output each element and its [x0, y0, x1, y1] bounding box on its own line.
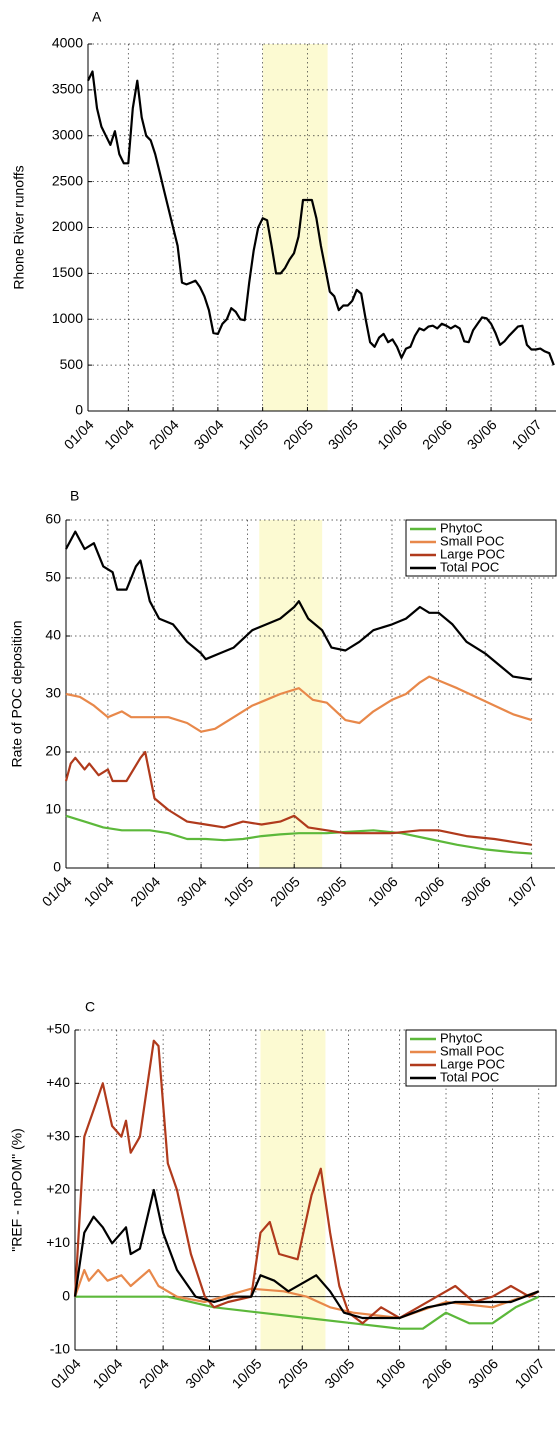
x-tick-label: 30/04 — [191, 416, 227, 452]
x-tick-label: 10/06 — [372, 1355, 408, 1391]
x-tick-label: 20/06 — [411, 873, 447, 909]
y-tick-label: 20 — [45, 743, 61, 759]
y-tick-label: +20 — [46, 1181, 70, 1197]
x-tick-label: 20/05 — [275, 1355, 311, 1391]
data-line — [73, 1039, 540, 1325]
y-tick-label: 3000 — [52, 126, 83, 142]
x-tick-label: 10/05 — [220, 873, 256, 909]
data-line — [65, 814, 532, 855]
y-axis-label: Rhone River runoffs — [11, 165, 27, 289]
y-tick-label: +40 — [46, 1074, 70, 1090]
y-tick-label: 500 — [60, 356, 84, 372]
legend-label: Total POC — [440, 1069, 499, 1084]
y-tick-label: 0 — [62, 1287, 70, 1303]
x-tick-label: 01/04 — [61, 416, 97, 452]
x-tick-label: 30/06 — [465, 1355, 501, 1391]
x-tick-label: 30/04 — [182, 1355, 218, 1391]
panel-label: B — [70, 488, 79, 504]
x-tick-label: 10/04 — [81, 873, 117, 909]
legend-label: PhytoC — [440, 520, 483, 535]
x-tick-label: 30/05 — [313, 873, 349, 909]
legend-label: Small POC — [440, 533, 504, 548]
x-tick-label: 10/04 — [89, 1355, 125, 1391]
x-tick-label: 01/04 — [39, 873, 75, 909]
y-tick-label: 30 — [45, 685, 61, 701]
x-tick-label: 10/05 — [235, 416, 271, 452]
y-axis-label: Rate of POC deposition — [9, 620, 25, 767]
x-tick-label: 20/04 — [136, 1355, 172, 1391]
y-tick-label: 2000 — [52, 218, 83, 234]
data-line — [65, 675, 533, 733]
x-tick-label: 20/05 — [280, 416, 316, 452]
y-tick-label: +50 — [46, 1021, 70, 1037]
y-tick-label: 50 — [45, 569, 61, 585]
x-tick-label: 01/04 — [48, 1355, 84, 1391]
x-tick-label: 30/05 — [325, 416, 361, 452]
x-tick-label: 10/07 — [511, 1355, 547, 1391]
highlight-region — [260, 1030, 326, 1350]
x-tick-label: 30/06 — [464, 416, 500, 452]
x-tick-label: 10/04 — [101, 416, 137, 452]
x-tick-label: 20/04 — [146, 416, 182, 452]
y-tick-label: 60 — [45, 511, 61, 527]
data-line — [73, 1268, 540, 1320]
data-line — [65, 530, 532, 681]
y-tick-label: 1500 — [52, 264, 83, 280]
legend-label: Large POC — [440, 546, 505, 561]
y-tick-label: 3500 — [52, 81, 83, 97]
data-line — [64, 750, 532, 846]
x-tick-label: 30/04 — [174, 873, 210, 909]
x-tick-label: 20/04 — [127, 873, 163, 909]
legend-label: Small POC — [440, 1043, 504, 1058]
y-axis-label: "REF - noPOM" (%) — [9, 1128, 25, 1252]
x-tick-label: 10/06 — [365, 873, 401, 909]
y-tick-label: 40 — [45, 627, 61, 643]
x-tick-label: 30/05 — [321, 1355, 357, 1391]
y-tick-label: 0 — [53, 859, 61, 875]
x-tick-label: 20/06 — [419, 416, 455, 452]
y-tick-label: 1000 — [52, 310, 83, 326]
panel-label: A — [92, 9, 102, 25]
x-tick-label: 10/07 — [508, 416, 544, 452]
x-tick-label: 20/05 — [267, 873, 303, 909]
panel-label: C — [85, 999, 95, 1015]
y-tick-label: +30 — [46, 1127, 70, 1143]
x-tick-label: 10/07 — [504, 873, 540, 909]
x-tick-label: 10/05 — [229, 1355, 265, 1391]
y-tick-label: 10 — [45, 801, 61, 817]
y-tick-label: -10 — [50, 1341, 70, 1357]
y-tick-label: 0 — [75, 402, 83, 418]
data-line — [75, 1295, 540, 1330]
y-tick-label: +10 — [46, 1234, 70, 1250]
y-tick-label: 2500 — [52, 172, 83, 188]
x-tick-label: 10/06 — [374, 416, 410, 452]
y-tick-label: 4000 — [52, 35, 83, 51]
x-tick-label: 30/06 — [458, 873, 494, 909]
legend-label: Total POC — [440, 559, 499, 574]
data-line — [87, 70, 555, 366]
data-line — [73, 1188, 540, 1320]
x-tick-label: 20/06 — [419, 1355, 455, 1391]
legend-label: PhytoC — [440, 1030, 483, 1045]
legend-label: Large POC — [440, 1056, 505, 1071]
